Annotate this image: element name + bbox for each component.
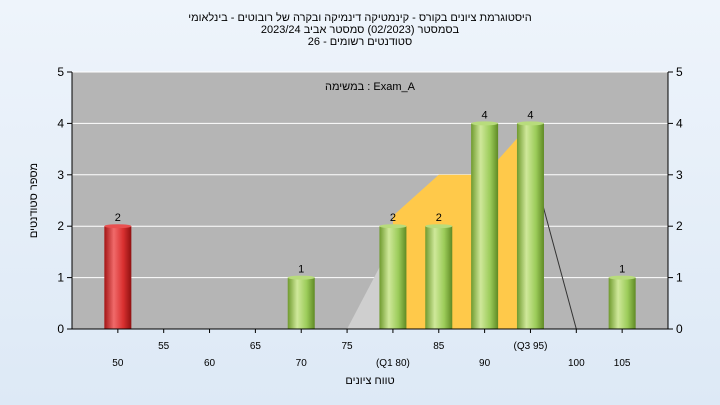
bar xyxy=(516,123,544,330)
y-tick-label-right: 3 xyxy=(676,168,683,182)
y-tick-label-right: 2 xyxy=(676,219,683,233)
x-tick-label: 75 xyxy=(342,341,354,352)
chart-title-line3: סטודנטים רשומים - 26 xyxy=(307,36,413,48)
y-tick-label-left: 2 xyxy=(57,219,64,233)
y-tick-label-left: 1 xyxy=(57,271,64,285)
chart-titles: היסטוגרמת ציונים בקורס - קינמטיקה דינמיק… xyxy=(0,12,720,48)
chart-title-line2: בסמסטר (02/2023) סמסטר אביב 2023/24 xyxy=(260,24,460,36)
bar-value-label: 1 xyxy=(619,264,625,276)
bar-cap xyxy=(104,224,132,229)
bar xyxy=(608,277,636,329)
bar-cap xyxy=(425,224,453,229)
bar-value-label: 2 xyxy=(390,212,396,224)
y-tick-label-left: 4 xyxy=(57,116,64,130)
y-tick-label-left: 5 xyxy=(57,65,64,79)
bar xyxy=(379,226,407,329)
bars: 2 1 2 2 4 4 1 xyxy=(104,109,636,330)
bar xyxy=(425,226,453,329)
x-tick-label: 55 xyxy=(158,341,170,352)
axes: 0 01 12 23 34 45 555 65 75 85 (Q3 95)50 60 70 (Q1 80)… xyxy=(57,65,683,369)
x-axis-label: טווח ציונים xyxy=(345,375,394,387)
x-tick-label: 100 xyxy=(568,358,585,369)
task-annotation: במשימה : Exam_A xyxy=(325,81,416,93)
x-tick-label: 70 xyxy=(296,358,308,369)
bar-value-label: 1 xyxy=(298,264,304,276)
x-tick-label: 85 xyxy=(433,341,445,352)
bar-value-label: 2 xyxy=(436,212,442,224)
bar-value-label: 4 xyxy=(527,109,533,121)
bar-cap xyxy=(516,121,544,126)
y-tick-label-right: 1 xyxy=(676,271,683,285)
x-tick-label: 105 xyxy=(614,358,631,369)
x-tick-label: 50 xyxy=(112,358,124,369)
x-tick-label: (Q1 80) xyxy=(376,358,410,369)
bar-value-label: 4 xyxy=(482,109,488,121)
x-tick-label: (Q3 95) xyxy=(514,341,548,352)
y-tick-label-right: 4 xyxy=(676,116,683,130)
bar-cap xyxy=(471,121,499,126)
bar-cap xyxy=(379,224,407,229)
x-tick-label: 65 xyxy=(250,341,262,352)
bar-value-label: 2 xyxy=(115,212,121,224)
bar xyxy=(287,277,315,329)
y-tick-label-left: 3 xyxy=(57,168,64,182)
chart-title-line1: היסטוגרמת ציונים בקורס - קינמטיקה דינמיק… xyxy=(188,12,532,24)
x-tick-label: 90 xyxy=(479,358,491,369)
y-axis-label: מספר סטודנטים xyxy=(28,163,40,238)
bar xyxy=(104,226,132,329)
bar-cap xyxy=(608,275,636,280)
bar xyxy=(471,123,499,330)
x-tick-label: 60 xyxy=(204,358,216,369)
y-tick-label-right: 5 xyxy=(676,65,683,79)
bar-cap xyxy=(287,275,315,280)
y-tick-label-left: 0 xyxy=(57,322,64,336)
y-tick-label-right: 0 xyxy=(676,322,683,336)
grid-lines xyxy=(72,71,668,279)
